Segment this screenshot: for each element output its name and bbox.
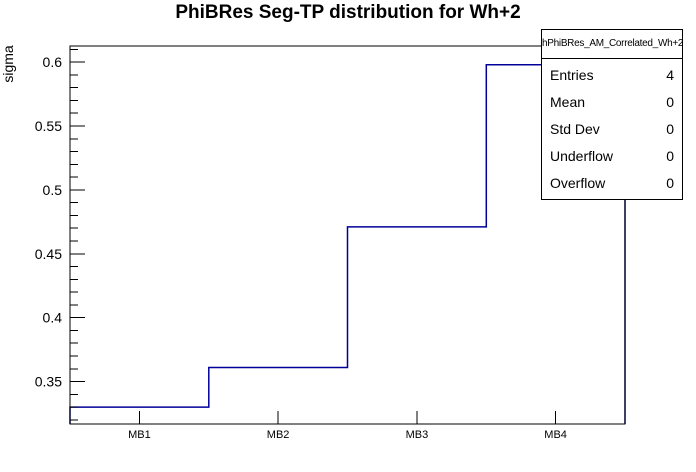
stats-row: Entries 4 — [542, 61, 682, 88]
stats-value: 0 — [666, 93, 674, 110]
stats-value: 0 — [666, 175, 674, 192]
stats-box-title: hPhiBRes_AM_Correlated_Wh+2 — [542, 30, 683, 59]
stats-label: Underflow — [550, 148, 614, 165]
y-axis-tick-label: 0.5 — [43, 182, 63, 198]
stats-row: Overflow 0 — [542, 170, 682, 197]
stats-value: 0 — [666, 148, 674, 165]
stats-label: Std Dev — [550, 121, 600, 137]
stats-value: 0 — [666, 121, 674, 137]
x-axis-tick-label: MB3 — [406, 429, 429, 441]
stats-box-body: Entries 4 Mean 0 Std Dev 0 Underflow 0 O… — [542, 59, 682, 199]
stats-row: Mean 0 — [542, 88, 682, 115]
y-axis-tick-label: 0.55 — [35, 118, 62, 134]
stats-row: Std Dev 0 — [542, 115, 682, 142]
y-axis-title: sigma — [0, 45, 16, 83]
stats-value: 4 — [666, 66, 674, 83]
y-axis-tick-label: 0.35 — [35, 374, 62, 390]
stats-label: Entries — [550, 66, 594, 83]
stats-label: Mean — [550, 93, 586, 110]
y-axis-tick-label: 0.6 — [43, 54, 63, 70]
y-axis-tick-label: 0.4 — [43, 310, 63, 326]
stats-row: Underflow 0 — [542, 143, 682, 170]
x-axis-tick-label: MB2 — [267, 429, 290, 441]
x-axis-tick-label: MB4 — [544, 429, 567, 441]
plot-frame — [69, 45, 626, 425]
x-axis-tick-label: MB1 — [128, 429, 151, 441]
chart-title: PhiBRes Seg-TP distribution for Wh+2 — [175, 2, 521, 23]
stats-box[interactable]: hPhiBRes_AM_Correlated_Wh+2 Entries 4 Me… — [541, 29, 683, 200]
y-axis-tick-label: 0.45 — [35, 246, 62, 262]
stats-label: Overflow — [550, 175, 606, 192]
